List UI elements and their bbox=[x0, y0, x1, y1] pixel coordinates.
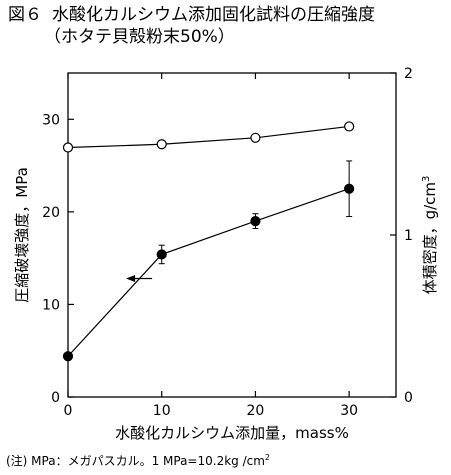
y-axis-left-label: 圧縮破壊強度，MPa bbox=[13, 167, 31, 303]
density-point bbox=[156, 139, 167, 150]
strength-point bbox=[250, 216, 261, 227]
annotations bbox=[126, 275, 153, 283]
strength-point bbox=[344, 183, 355, 194]
footnote: (注) MPa：メガパスカル。1 MPa=10.2kg /cm2 bbox=[6, 452, 270, 469]
y-right-tick-label: 1 bbox=[404, 228, 413, 244]
density-point bbox=[250, 132, 261, 143]
strength-point bbox=[62, 351, 74, 362]
plot-frame bbox=[67, 72, 397, 398]
y-right-tick-label: 2 bbox=[404, 66, 413, 82]
x-axis-label: 水酸化カルシウム添加量，mass% bbox=[115, 424, 349, 442]
strength-point bbox=[156, 249, 167, 260]
error-bars bbox=[158, 160, 353, 265]
y-left-tick-label: 10 bbox=[42, 297, 60, 313]
data-points bbox=[62, 121, 355, 362]
series-line-strength bbox=[67, 188, 350, 357]
y-left-tick-label: 0 bbox=[51, 390, 60, 406]
x-tick-label: 10 bbox=[153, 403, 171, 419]
axis-ticks bbox=[67, 72, 396, 398]
y-left-tick-label: 30 bbox=[42, 112, 60, 128]
footnote-superscript: 2 bbox=[264, 453, 271, 462]
series-line-density bbox=[67, 125, 350, 149]
series-lines bbox=[67, 125, 350, 357]
x-tick-label: 0 bbox=[64, 403, 73, 419]
y-right-tick-label: 0 bbox=[404, 390, 413, 406]
figure-number: 図６ bbox=[8, 5, 42, 25]
figure-title-line2: （ホタテ貝殻粉末50%） bbox=[44, 27, 235, 47]
density-point bbox=[62, 142, 74, 153]
x-tick-label: 20 bbox=[247, 403, 265, 419]
footnote-text: (注) MPa：メガパスカル。1 MPa=10.2kg /cm bbox=[6, 454, 265, 468]
density-point bbox=[344, 121, 355, 132]
arrow-head bbox=[126, 275, 136, 283]
x-tick-label: 30 bbox=[340, 403, 358, 419]
figure-title: 図６ 水酸化カルシウム添加固化試料の圧縮強度 （ホタテ貝殻粉末50%） bbox=[8, 4, 375, 48]
y-axis-right-label: 体積密度，g/cm3 bbox=[421, 176, 439, 295]
axis-tick-labels: 0 10 20 30 0 10 20 30 0 1 2 bbox=[42, 66, 413, 419]
figure-title-line1: 水酸化カルシウム添加固化試料の圧縮強度 bbox=[52, 5, 375, 25]
y-left-tick-label: 20 bbox=[42, 205, 60, 221]
